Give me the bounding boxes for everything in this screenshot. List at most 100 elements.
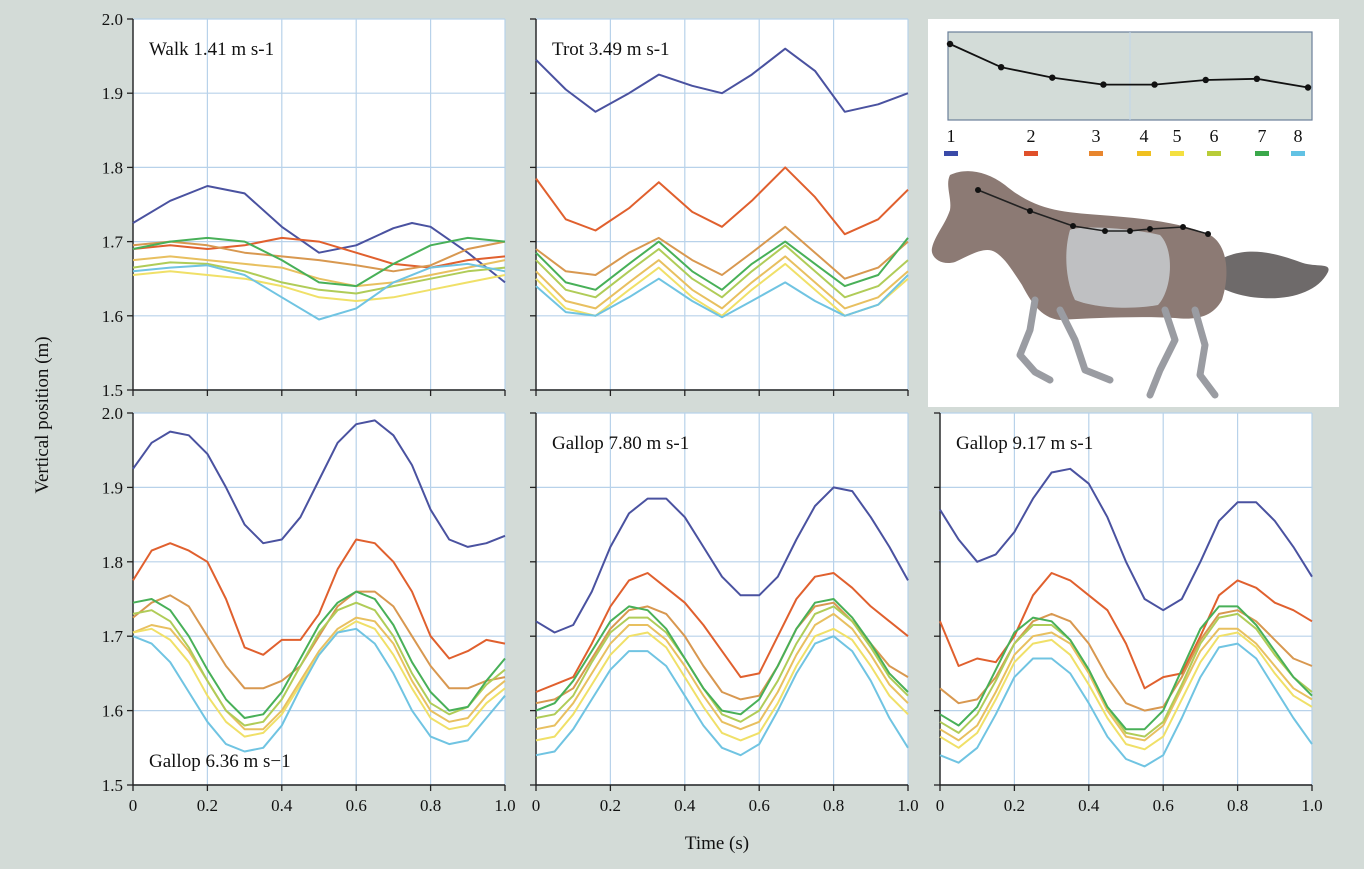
series-line-6: [535, 244, 909, 299]
marker-label-7: 7: [1258, 126, 1267, 146]
marker-swatch-8: [1291, 151, 1305, 156]
marker-swatch-6: [1207, 151, 1221, 156]
x-tick-label: 0.6: [346, 796, 367, 815]
y-tick-label: 1.8: [102, 158, 123, 177]
plot-area: [536, 19, 908, 390]
marker-label-8: 8: [1294, 126, 1303, 146]
series-line-3: [535, 225, 909, 280]
series-line-2: [535, 166, 909, 236]
x-tick-label: 0.2: [1004, 796, 1025, 815]
chart-panel-5: 0 0.2 0.4 0.6 0.8 1.0 Gallop 9.17 m s-1: [934, 412, 1323, 815]
inset-point: [997, 63, 1005, 71]
panel-title: Gallop 7.80 m s-1: [552, 433, 689, 454]
x-tick-label: 0.8: [1227, 796, 1248, 815]
chart-panel-2: Trot 3.49 m s-1: [530, 18, 909, 396]
series-line-6: [132, 601, 506, 727]
series-line-8: [535, 635, 909, 757]
y-tick-label: 2.0: [102, 404, 123, 423]
series-line-5: [535, 627, 909, 742]
x-tick-label: 1.0: [897, 796, 918, 815]
series-line-4: [132, 255, 506, 288]
marker-swatch-7: [1255, 151, 1269, 156]
plot-area: [940, 413, 1312, 785]
chart-panel-4: 0 0.2 0.4 0.6 0.8 1.0 Gallop 7.80 m s-1: [530, 412, 919, 815]
plot-area: [536, 413, 908, 785]
y-tick-label: 1.7: [102, 233, 124, 252]
y-tick-label: 1.5: [102, 381, 123, 400]
series-line-1: [939, 467, 1313, 612]
y-tick-label: 2.0: [102, 10, 123, 29]
horse-marker: [1027, 208, 1033, 214]
x-tick-label: 0.4: [674, 796, 696, 815]
inset-point: [1253, 75, 1261, 83]
x-tick-label: 0.8: [823, 796, 844, 815]
marker-label-3: 3: [1092, 126, 1101, 146]
x-tick-label: 0: [129, 796, 138, 815]
horse-ribcage: [1066, 227, 1170, 308]
horse-marker: [975, 187, 981, 193]
chart-panel-1: 1.5 1.6 1.7 1.8 1.9 2.0 Walk 1.41 m s-1: [102, 10, 506, 400]
x-axis-label: Time (s): [685, 833, 749, 854]
y-tick-label: 1.9: [102, 478, 123, 497]
marker-swatch-3: [1089, 151, 1103, 156]
x-tick-label: 0.2: [600, 796, 621, 815]
series-line-1: [132, 419, 506, 548]
series-line-8: [939, 642, 1313, 768]
x-tick-label: 0.6: [1153, 796, 1174, 815]
x-tick-label: 0.2: [197, 796, 218, 815]
inset-point: [1151, 81, 1158, 88]
series-line-8: [132, 627, 506, 753]
panel-title: Trot 3.49 m s-1: [552, 39, 670, 60]
marker-label-4: 4: [1140, 126, 1149, 146]
series-line-3: [132, 590, 506, 690]
panel-title: Gallop 9.17 m s-1: [956, 433, 1093, 454]
marker-swatch-2: [1024, 151, 1038, 156]
marker-swatch-1: [944, 151, 958, 156]
plot-area: [133, 19, 505, 390]
horse-marker: [1180, 224, 1186, 230]
y-tick-label: 1.9: [102, 84, 123, 103]
series-line-7: [132, 590, 506, 719]
series-line-2: [132, 538, 506, 660]
series-line-5: [939, 631, 1313, 751]
x-tick-label: 0.6: [749, 796, 770, 815]
marker-label-2: 2: [1027, 126, 1036, 146]
horse-illustration: [931, 171, 1329, 399]
series-line-5: [132, 270, 506, 302]
y-tick-label: 1.7: [102, 627, 124, 646]
y-tick-label: 1.6: [102, 702, 123, 721]
y-tick-label: 1.6: [102, 307, 123, 326]
chart-panel-3: 1.5 1.6 1.7 1.8 1.9 2.0 0 0.2 0.4 0.6 0.8 1.0 Gallop…: [102, 404, 516, 815]
series-line-4: [939, 627, 1313, 742]
series-line-8: [535, 274, 909, 319]
marker-label-5: 5: [1173, 126, 1182, 146]
x-tick-label: 0: [532, 796, 541, 815]
horse-marker: [1205, 231, 1211, 237]
inset-point: [1202, 76, 1209, 84]
series-line-4: [132, 616, 506, 731]
x-tick-label: 1.0: [494, 796, 515, 815]
series-line-6: [535, 605, 909, 723]
marker-label-1: 1: [947, 126, 956, 146]
series-line-4: [535, 612, 909, 731]
horse-marker: [1127, 228, 1133, 234]
series-line-4: [535, 255, 909, 310]
series-line-2: [939, 572, 1313, 690]
panel-title: Walk 1.41 m s-1: [149, 39, 274, 60]
inset-point: [1304, 84, 1312, 91]
series-line-7: [132, 236, 506, 288]
panel-title: Gallop 6.36 m s−1: [149, 751, 291, 772]
inset-point: [1049, 74, 1056, 81]
x-tick-label: 0.4: [271, 796, 293, 815]
series-line-7: [939, 605, 1313, 731]
horse-marker: [1147, 226, 1153, 232]
marker-swatch-5: [1170, 151, 1184, 156]
series-line-7: [535, 237, 909, 291]
inset-series-line: [949, 43, 1309, 89]
horse-inset: 1 2 3 4 5 6 7 8: [928, 19, 1339, 407]
series-line-1: [535, 486, 909, 634]
marker-label-6: 6: [1210, 126, 1219, 146]
horse-marker: [1102, 228, 1108, 234]
horse-marker-line: [977, 189, 1209, 235]
